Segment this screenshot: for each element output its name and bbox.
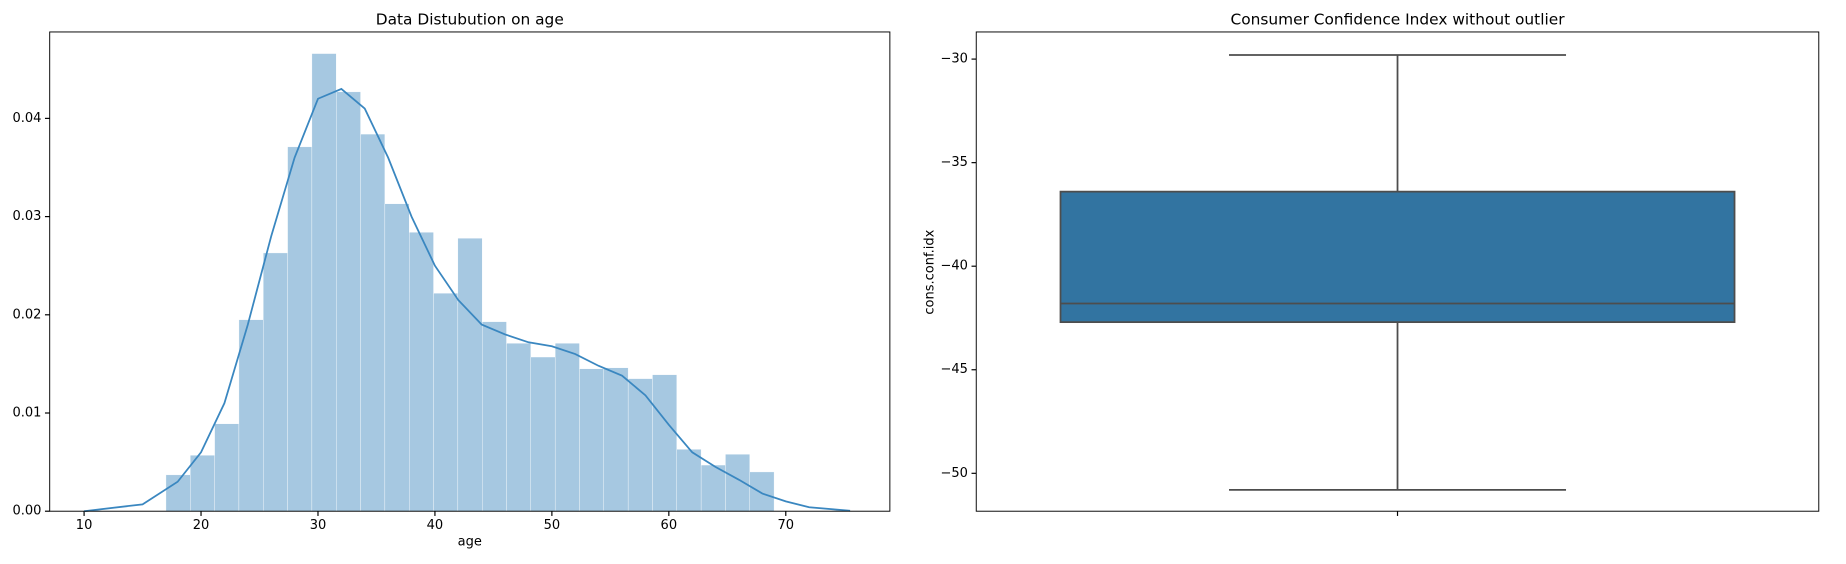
x-tick-label: 20 [193,518,210,533]
y-tick-label: 0.00 [12,504,41,519]
histogram-bar [627,378,653,512]
histogram-bar [384,203,410,512]
y-tick-label: −40 [941,259,968,274]
histogram-bar [482,321,507,512]
plot-frame [49,31,891,512]
x-tick-label: 40 [427,518,444,533]
histogram-bar [409,232,434,512]
histogram-bar [433,293,459,512]
y-tick-label: −35 [941,155,968,170]
histogram-bar [749,471,775,512]
x-tick-label: 10 [76,518,93,533]
x-tick-label: 30 [310,518,327,533]
x-axis-label: age [458,534,482,549]
histogram-bar [676,449,702,512]
histogram-bar [530,356,556,512]
kde-line [83,87,851,513]
histogram-bar [360,133,386,512]
histogram-bar [457,238,483,512]
histogram-bar [554,343,580,512]
histogram-bar [287,146,313,512]
y-tick-label: 0.03 [12,209,41,224]
x-tick-label: 50 [544,518,561,533]
y-axis-label: cons.conf.idx [923,229,938,314]
histogram-bar [263,252,288,512]
histogram-bar [190,455,215,512]
y-tick-label: −30 [941,52,968,67]
y-tick-label: 0.04 [12,111,41,126]
x-tick-label: 60 [661,518,678,533]
histogram-bar [238,319,264,512]
chart-title: Consumer Confidence Index without outlie… [1231,11,1566,29]
histogram-bar [579,368,604,512]
histogram-bar [700,464,726,512]
histogram-bar [336,91,361,512]
histogram-bar [311,53,337,512]
histogram-bar [725,454,750,512]
y-tick-label: −50 [941,466,968,481]
y-tick-label: −45 [941,362,968,377]
histogram-bar [214,423,240,512]
histogram-bar [652,374,677,512]
box [1059,190,1736,324]
histogram-bar [603,367,629,512]
plot-frame [975,31,1820,512]
chart-title: Data Distubution on age [376,11,564,29]
histogram-bar [506,343,532,512]
x-tick-label: 70 [778,518,795,533]
y-tick-label: 0.01 [12,406,41,421]
y-tick-label: 0.02 [12,307,41,322]
